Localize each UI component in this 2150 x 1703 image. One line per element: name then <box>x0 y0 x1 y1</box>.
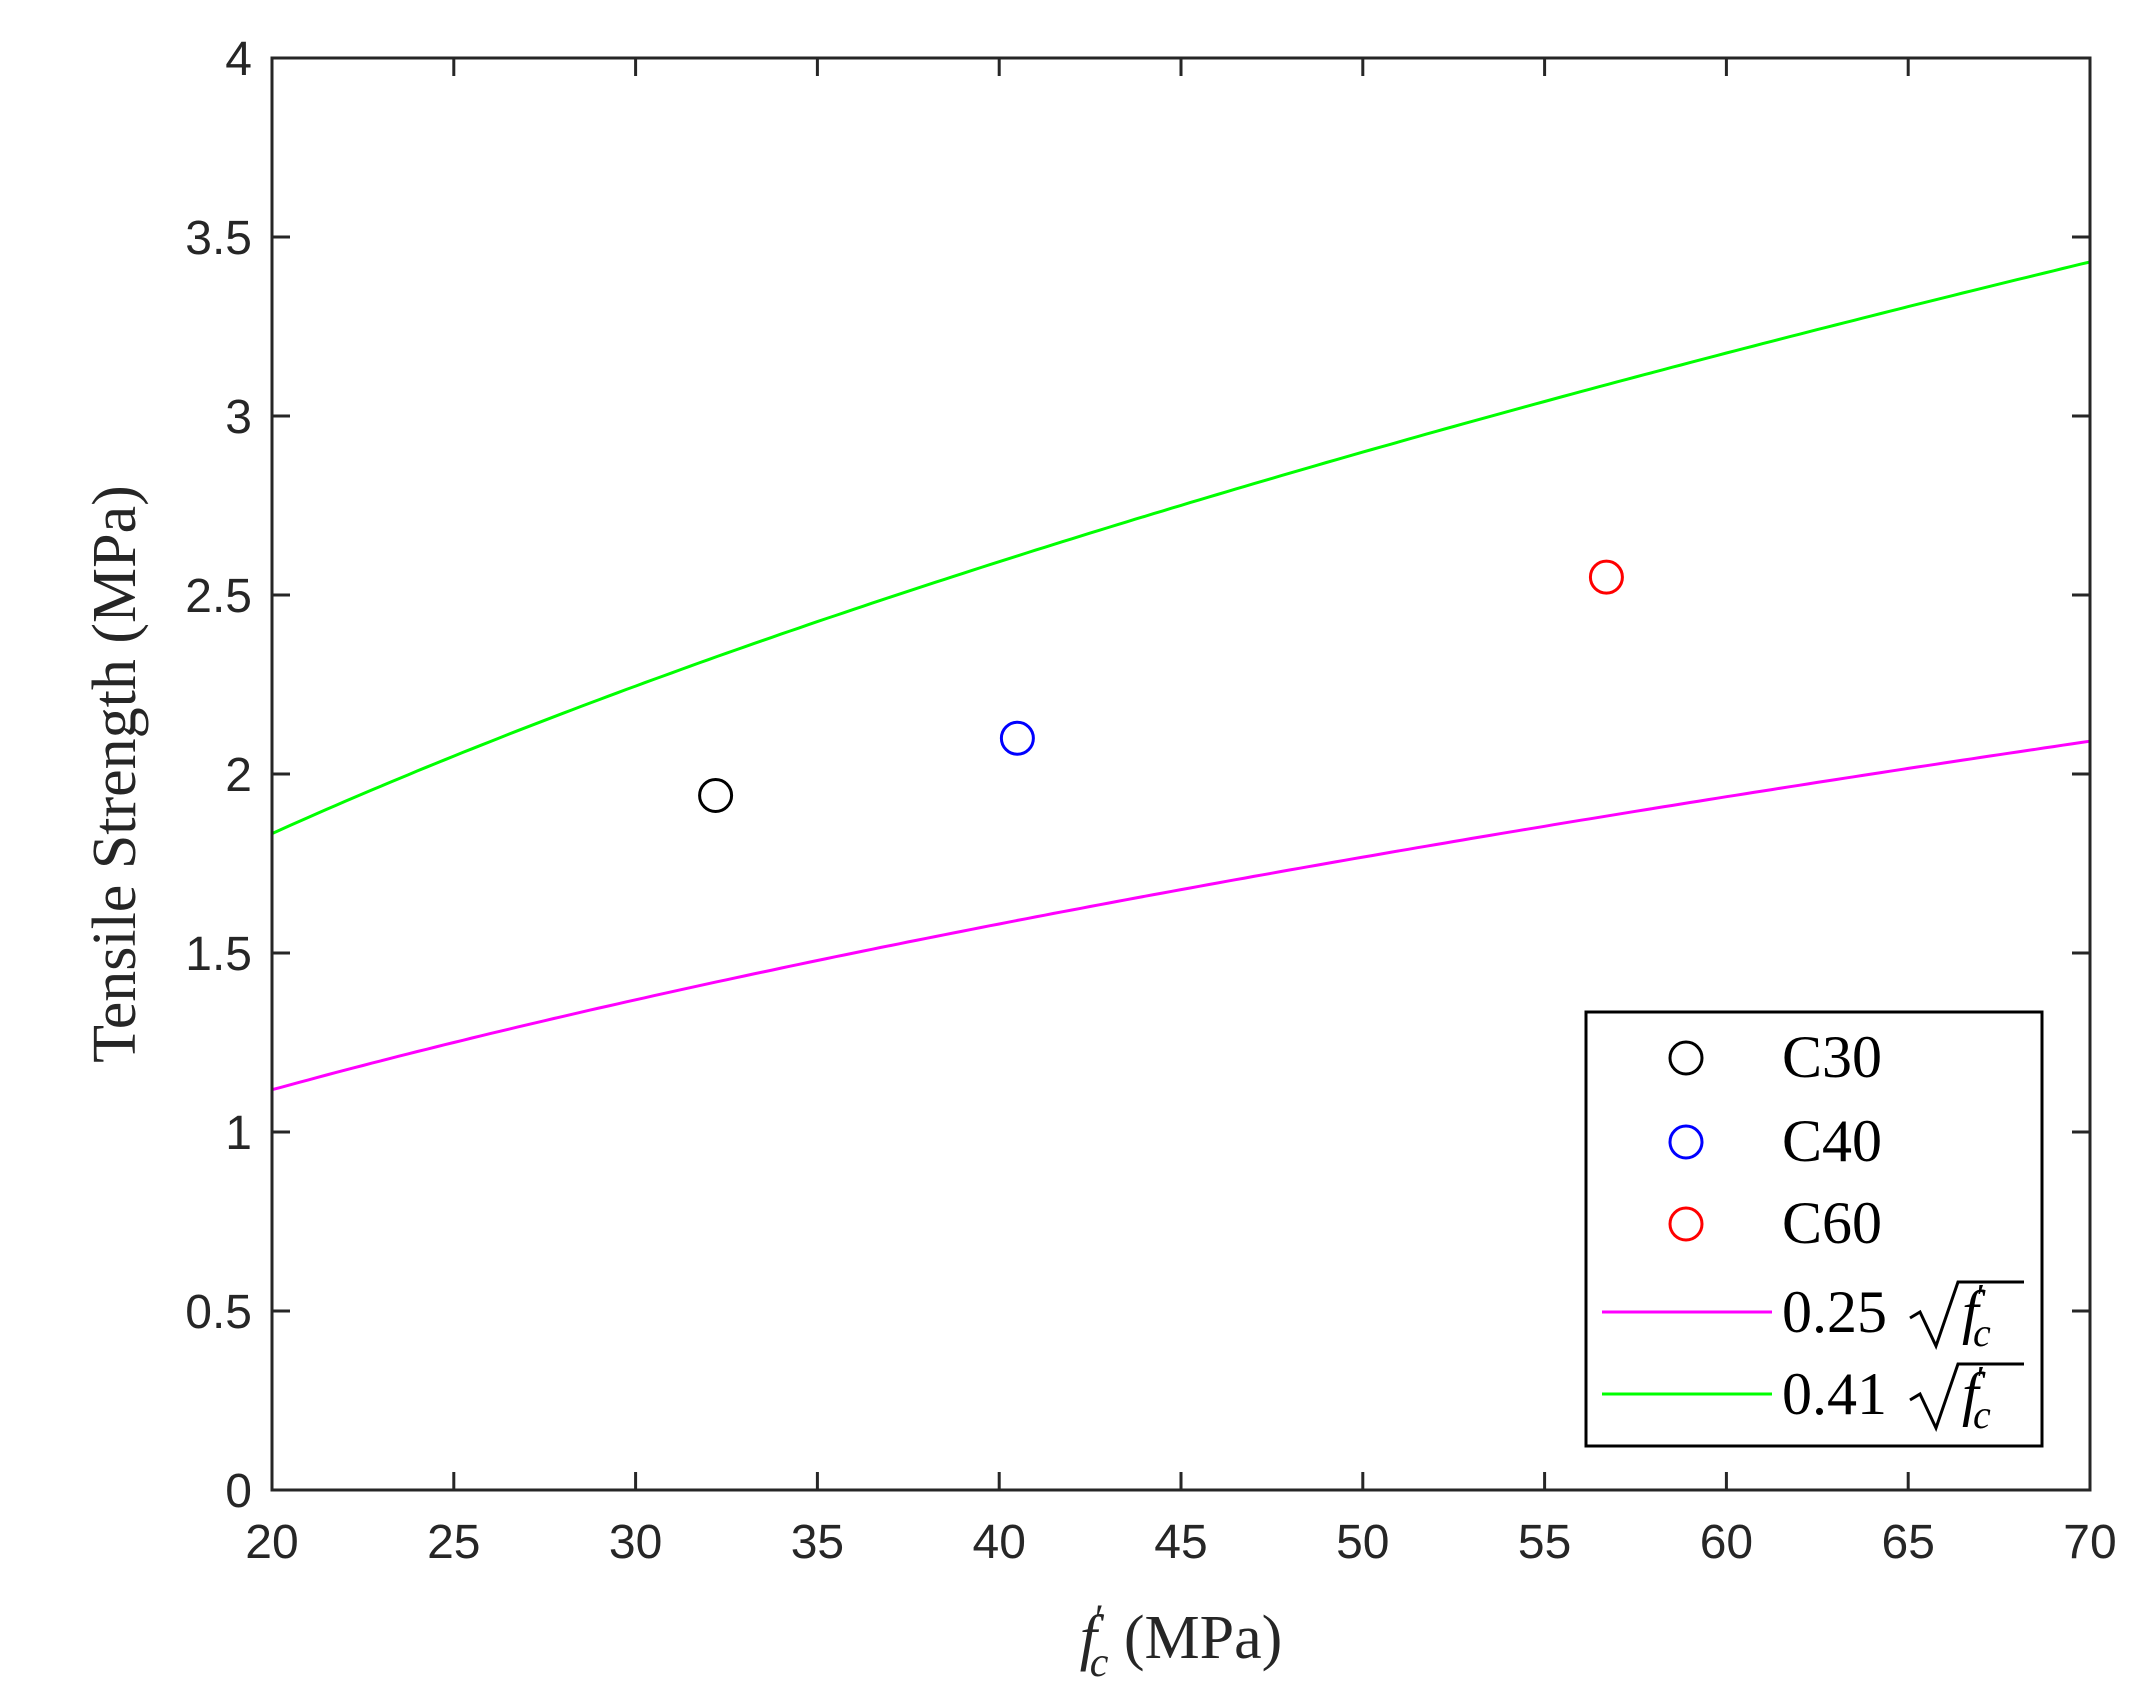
legend-sqrt-arg-041: f′ c <box>1962 1359 1991 1437</box>
y-axis-title: Tensile Strength (MPa) <box>81 485 149 1063</box>
y-tick-label: 0 <box>225 1465 252 1518</box>
y-tick-label: 3 <box>225 391 252 444</box>
y-tick-label: 3.5 <box>185 212 252 265</box>
legend-marker-c60 <box>1668 1206 1704 1242</box>
data-point-c40 <box>999 720 1035 756</box>
x-tick-label: 70 <box>2063 1516 2116 1569</box>
data-point-c30 <box>698 777 734 813</box>
data-point-c60 <box>1588 559 1624 595</box>
x-axis-title: f′ c (MPa) <box>1080 1596 1283 1686</box>
x-tick-label: 50 <box>1336 1516 1389 1569</box>
series-line-0.41 <box>271 260 2091 835</box>
legend: C30 C40 C60 0.25 f′ c 0.41 f′ c <box>1584 1010 2044 1448</box>
legend-label-c30: C30 <box>1782 1024 1882 1090</box>
x-axis: 20 25 30 35 40 45 50 55 60 65 70 <box>245 58 2117 1569</box>
plot-marks <box>271 260 2091 1092</box>
x-tick-label: 35 <box>791 1516 844 1569</box>
x-tick-label: 60 <box>1700 1516 1753 1569</box>
x-tick-label: 25 <box>427 1516 480 1569</box>
y-tick-label: 1.5 <box>185 928 252 981</box>
x-tick-label: 40 <box>973 1516 1026 1569</box>
x-tick-label: 20 <box>245 1516 298 1569</box>
x-tick-label: 45 <box>1154 1516 1207 1569</box>
y-tick-label: 4 <box>225 33 252 86</box>
legend-sqrt-arg-025: f′ c <box>1962 1277 1991 1355</box>
sqrt-sign-icon <box>1909 1280 2024 1350</box>
y-axis: 0 0.5 1 1.5 2 2.5 3 3.5 4 <box>185 33 2090 1518</box>
y-tick-label: 0.5 <box>185 1286 252 1339</box>
legend-label-041: 0.41 <box>1782 1361 1887 1427</box>
legend-label-c60: C60 <box>1782 1190 1882 1256</box>
sqrt-sign-icon <box>1909 1362 2024 1432</box>
legend-marker-c40 <box>1668 1124 1704 1160</box>
x-tick-label: 55 <box>1518 1516 1571 1569</box>
legend-marker-c30 <box>1668 1040 1704 1076</box>
legend-box <box>1584 1010 2044 1448</box>
series-line-0.25 <box>271 739 2091 1092</box>
x-tick-label: 30 <box>609 1516 662 1569</box>
y-tick-label: 1 <box>225 1107 252 1160</box>
y-tick-label: 2.5 <box>185 570 252 623</box>
legend-label-c40: C40 <box>1782 1108 1882 1174</box>
x-tick-label: 65 <box>1882 1516 1935 1569</box>
legend-label-025: 0.25 <box>1782 1279 1887 1345</box>
y-tick-label: 2 <box>225 749 252 802</box>
